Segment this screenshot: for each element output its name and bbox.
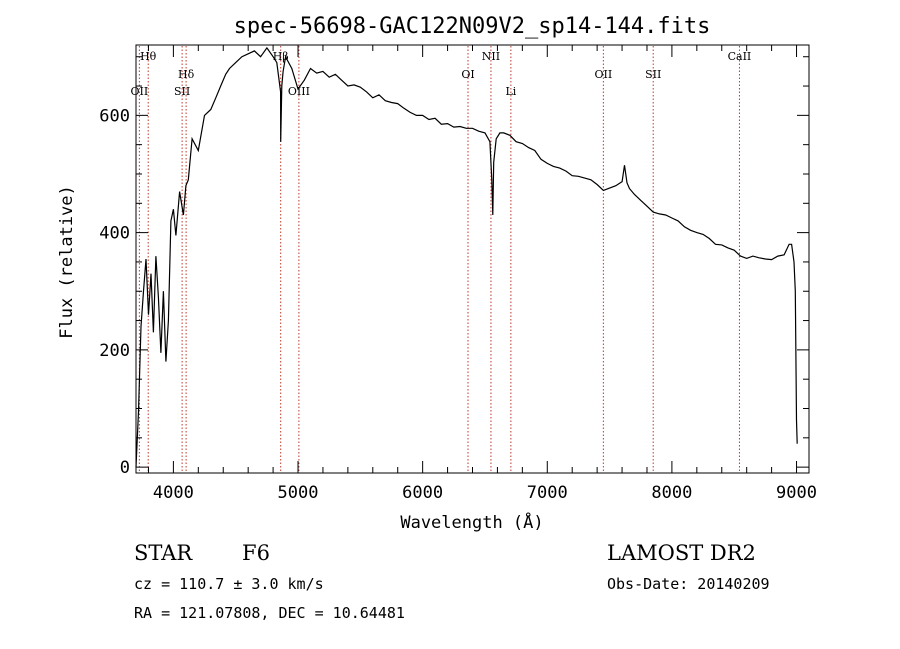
emission-line-label: Hβ bbox=[273, 50, 289, 63]
emission-line-label: Hδ bbox=[178, 68, 195, 81]
chart-title: spec-56698-GAC122N09V2_sp14-144.fits bbox=[234, 14, 711, 39]
x-tick-label: 4000 bbox=[153, 483, 194, 503]
x-tick-label: 7000 bbox=[527, 483, 568, 503]
emission-line-label: CaII bbox=[728, 50, 752, 63]
observation-date: Obs-Date: 20140209 bbox=[607, 575, 770, 593]
x-tick-label: 6000 bbox=[402, 483, 443, 503]
emission-line-label: OI bbox=[461, 68, 474, 81]
ra-dec: RA = 121.07808, DEC = 10.64481 bbox=[134, 604, 405, 622]
y-axis-label: Flux (relative) bbox=[57, 185, 77, 339]
spectrum-series bbox=[135, 46, 798, 468]
plot-frame bbox=[135, 44, 810, 474]
x-tick-label: 9000 bbox=[776, 483, 817, 503]
emission-line-label: OIII bbox=[288, 85, 310, 98]
emission-lines: OII Hθ SII Hδ Hβ OIII OI NII Li OII SII CaII bbox=[131, 46, 752, 472]
y-tick-label: 200 bbox=[99, 341, 130, 361]
object-subclass: F6 bbox=[242, 541, 270, 565]
redshift-cz: cz = 110.7 ± 3.0 km/s bbox=[134, 575, 324, 593]
axes: 4000 5000 6000 7000 8000 9000 0 200 400 600 bbox=[99, 44, 817, 503]
y-tick-label: 600 bbox=[99, 106, 130, 126]
x-tick-label: 5000 bbox=[278, 483, 319, 503]
survey-name: LAMOST DR2 bbox=[607, 541, 756, 565]
object-class: STAR bbox=[134, 541, 193, 565]
emission-line-label: NII bbox=[482, 50, 500, 63]
y-tick-label: 0 bbox=[120, 458, 130, 478]
spectrum-line bbox=[135, 46, 798, 468]
emission-line-label: OII bbox=[131, 85, 149, 98]
x-tick-label: 8000 bbox=[651, 483, 692, 503]
emission-line-label: SII bbox=[174, 85, 190, 98]
emission-line-label: OII bbox=[595, 68, 613, 81]
emission-line-label: Hθ bbox=[140, 50, 157, 63]
emission-line-label: SII bbox=[645, 68, 661, 81]
x-axis-label: Wavelength (Å) bbox=[400, 511, 543, 533]
emission-line-label: Li bbox=[505, 85, 516, 98]
y-tick-label: 400 bbox=[99, 224, 130, 244]
